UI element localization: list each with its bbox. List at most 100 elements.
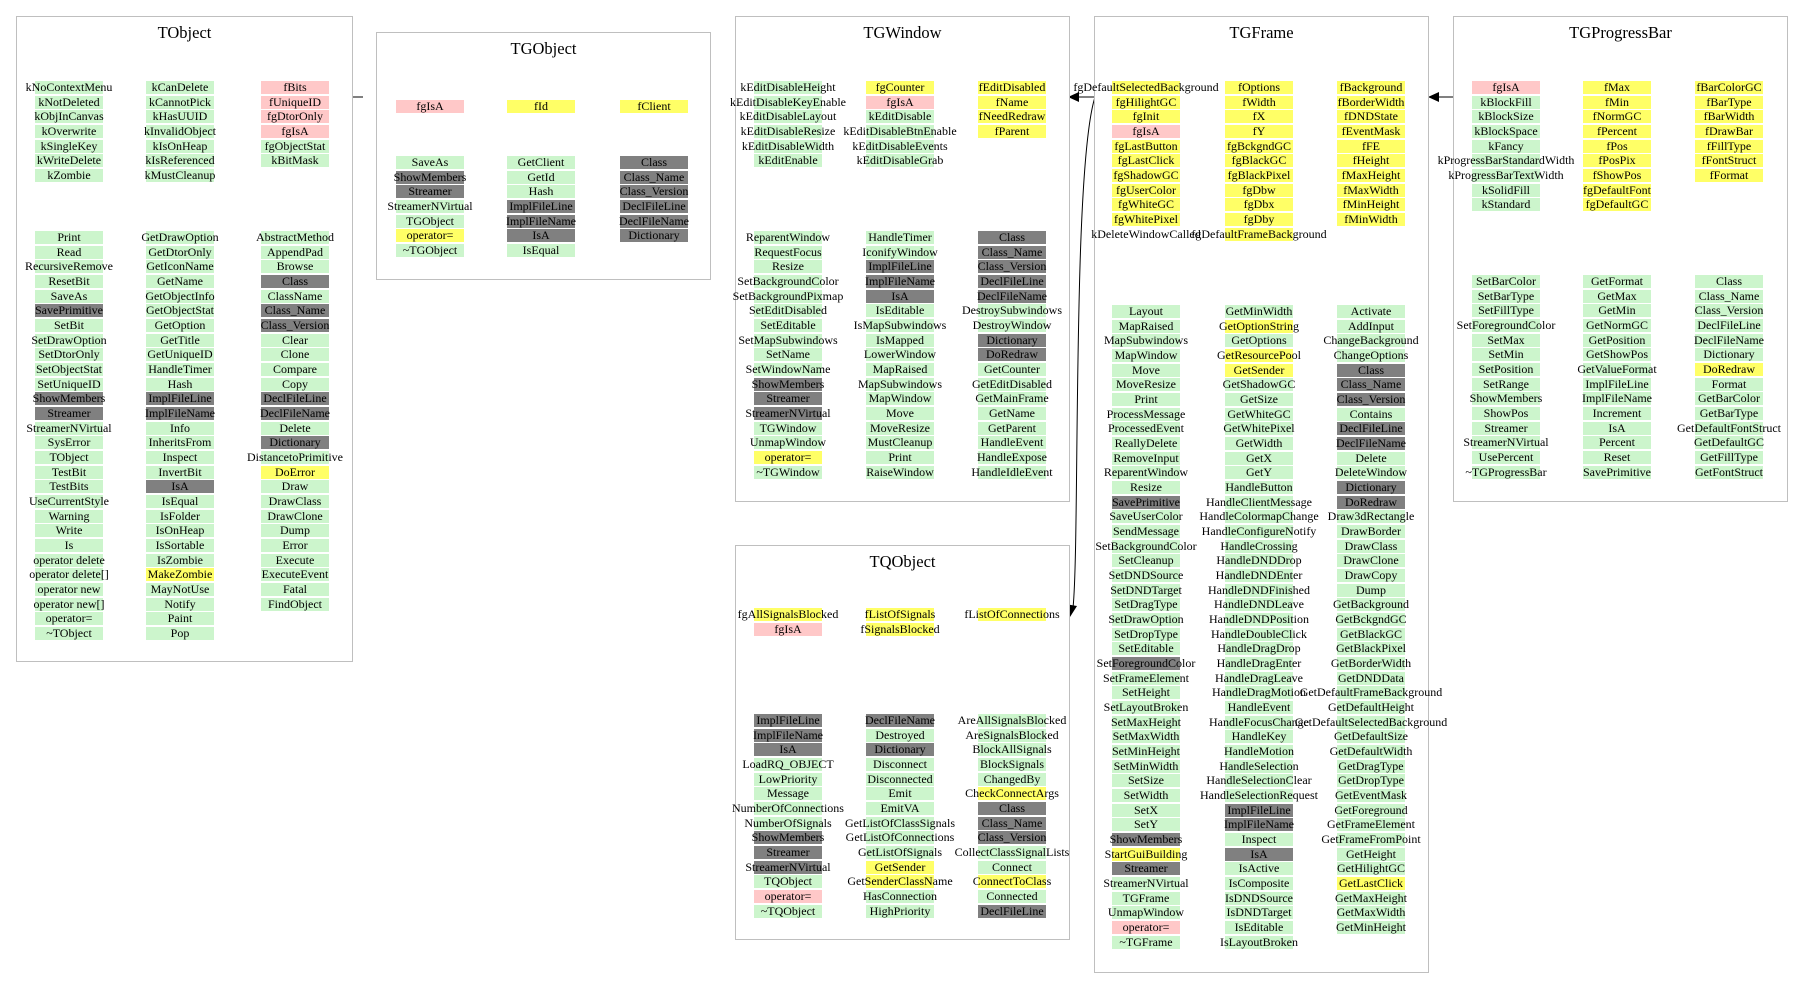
tgframe-method-getbackground: GetBackground (1291, 598, 1451, 611)
tgprogressbar-data-member-label: kFancy (1488, 139, 1524, 153)
tgframe-method-getdefaultwidth: GetDefaultWidth (1291, 745, 1451, 758)
tgobject-method-label: SaveAs (411, 155, 449, 169)
tgframe-method-label: GetX (1246, 451, 1272, 465)
tgprogressbar-data-member-label: fNormGC (1592, 109, 1642, 123)
tqobject-method-class: Class (932, 802, 1092, 815)
tobject-method-label: Read (56, 245, 82, 259)
tobject-method-label: Paint (167, 611, 193, 625)
tgobject-method-showmembers: ShowMembers (350, 171, 510, 184)
tobject-method-label: SaveAs (50, 289, 88, 303)
tgprogressbar-method-showpos: ShowPos (1426, 407, 1586, 420)
tgframe-data-member-fglastbutton: fgLastButton (1066, 140, 1226, 153)
tgframe-data-member-label: fgWhitePixel (1114, 212, 1178, 226)
tgframe-method-label: SaveUserColor (1109, 509, 1183, 523)
tgframe-method-implfileline: ImplFileLine (1179, 804, 1339, 817)
tobject-method-invertbit: InvertBit (100, 466, 260, 479)
tobject-method-label: IsEqual (161, 494, 199, 508)
tqobject-method-blockallsignals: BlockAllSignals (932, 743, 1092, 756)
tgwindow-method-requestfocus: RequestFocus (708, 246, 868, 259)
tgobject-method-label: Streamer (408, 184, 452, 198)
tqobject-method-dictionary: Dictionary (820, 743, 980, 756)
tobject-data-member-label: kIsOnHeap (152, 139, 208, 153)
tgframe-method-label: HandleButton (1225, 480, 1293, 494)
tgframe-method-setdrawoption: SetDrawOption (1066, 613, 1226, 626)
tgframe-data-member-label: fX (1252, 109, 1266, 123)
tgframe-method-label: GetForeground (1334, 803, 1408, 817)
tgwindow-method-getmainframe: GetMainFrame (932, 392, 1092, 405)
tgframe-data-member-label: fgLastButton (1114, 139, 1178, 153)
tobject-data-member-funiqueid: fUniqueID (215, 96, 375, 109)
tobject-method-label: Class (281, 274, 308, 288)
tobject-method-dictionary: Dictionary (215, 436, 375, 449)
tgframe-method-label: GetFrameFromPoint (1321, 832, 1421, 846)
tobject-method-label: InvertBit (158, 465, 202, 479)
tobject-data-member-ksinglekey: kSingleKey (0, 140, 149, 153)
tgframe-method-label: Dictionary (1345, 480, 1397, 494)
tobject-data-member-label: kObjInCanvas (34, 109, 104, 123)
tobject-method-label: TestBits (49, 479, 89, 493)
tgframe-method-handledoubleclick: HandleDoubleClick (1179, 628, 1339, 641)
tgprogressbar-method-tgprogressbar: ~TGProgressBar (1426, 466, 1586, 479)
tobject-data-member-khasuuid: kHasUUID (100, 110, 260, 123)
tgframe-method-getdroptype: GetDropType (1291, 774, 1451, 787)
class-title-tobject: TObject (157, 23, 212, 42)
tqobject-method-declfileline: DeclFileLine (932, 905, 1092, 918)
tgframe-method-streamer: Streamer (1066, 862, 1226, 875)
tgframe-method-label: DeleteWindow (1334, 465, 1408, 479)
tgwindow-method-label: TGWindow (759, 421, 817, 435)
tobject-method-copy: Copy (215, 378, 375, 391)
tgwindow-method-implfilename: ImplFileName (820, 275, 980, 288)
tgframe-method-sendmessage: SendMessage (1066, 525, 1226, 538)
tobject-data-member-label: kNotDeleted (38, 95, 100, 109)
tgframe-method-reallydelete: ReallyDelete (1066, 437, 1226, 450)
tobject-method-label: SetDtorOnly (38, 347, 100, 361)
tgprogressbar-method-label: Reset (1603, 450, 1631, 464)
tobject-data-member-label: fBits (283, 80, 307, 94)
class-title-tgobject: TGObject (510, 39, 577, 58)
tqobject-method-tqobject: ~TQObject (708, 905, 868, 918)
tgprogressbar-method-getposition: GetPosition (1537, 334, 1697, 347)
tgwindow-method-label: SetWindowName (745, 362, 831, 376)
tgprogressbar-data-member-label: fBarWidth (1703, 109, 1755, 123)
tgframe-method-startguibuilding: StartGuiBuilding (1066, 848, 1226, 861)
tgwindow-method-label: DeclFileLine (980, 274, 1044, 288)
tobject-method-declfileline: DeclFileLine (215, 392, 375, 405)
tqobject-method-checkconnectargs: CheckConnectArgs (932, 787, 1092, 800)
tgframe-method-addinput: AddInput (1291, 320, 1451, 333)
tqobject-method-label: CollectClassSignalLists (954, 845, 1070, 859)
tgprogressbar-method-getfilltype: GetFillType (1649, 451, 1795, 464)
tgframe-method-tgframe: ~TGFrame (1066, 936, 1226, 949)
tgprogressbar-method-isa: IsA (1537, 422, 1697, 435)
tqobject-method-implfileline: ImplFileLine (708, 714, 868, 727)
tgframe-method-label: Dump (1356, 583, 1386, 597)
tobject-method-label: FindObject (268, 597, 322, 611)
tgprogressbar-method-label: DoRedraw (1703, 362, 1755, 376)
tgframe-method-label: SetBackgroundColor (1095, 539, 1197, 553)
tgframe-method-handledndposition: HandleDNDPosition (1179, 613, 1339, 626)
tgframe-method-setminheight: SetMinHeight (1066, 745, 1226, 758)
tgwindow-method-label: GetCounter (984, 362, 1040, 376)
tgprogressbar-data-member-fpospix: fPosPix (1537, 154, 1697, 167)
tgframe-method-changebackground: ChangeBackground (1291, 334, 1451, 347)
tgframe-data-member-fgdefaultframebackground: fgDefaultFrameBackground (1179, 228, 1339, 241)
tgframe-method-label: MapSubwindows (1103, 333, 1188, 347)
tgframe-method-getdefaultsize: GetDefaultSize (1291, 730, 1451, 743)
tobject-method-setuniqueid: SetUniqueID (0, 378, 149, 391)
tgframe-method-label: IsActive (1238, 861, 1280, 875)
tgprogressbar-method-label: ShowPos (1483, 406, 1529, 420)
tgframe-method-streamernvirtual: StreamerNVirtual (1066, 877, 1226, 890)
tgframe-method-processedevent: ProcessedEvent (1066, 422, 1226, 435)
tobject-method-label: GetOption (154, 318, 206, 332)
tgprogressbar-data-member-label: fMax (1604, 80, 1630, 94)
tqobject-method-highpriority: HighPriority (820, 905, 980, 918)
tgwindow-method-label: Class_Name (981, 245, 1043, 259)
tgobject-method-operator: operator= (350, 229, 510, 242)
tobject-method-label: StreamerNVirtual (26, 421, 112, 435)
tgprogressbar-method-getfontstruct: GetFontStruct (1649, 466, 1795, 479)
tgobject-data-member-label: fgIsA (416, 99, 444, 113)
tobject-method-label: Class_Name (264, 303, 326, 317)
tqobject-method-emit: Emit (820, 787, 980, 800)
tgwindow-method-setbackgroundpixmap: SetBackgroundPixmap (708, 290, 868, 303)
tqobject-data-member-fsignalsblocked: fSignalsBlocked (820, 623, 980, 636)
tgframe-method-drawclone: DrawClone (1291, 554, 1451, 567)
